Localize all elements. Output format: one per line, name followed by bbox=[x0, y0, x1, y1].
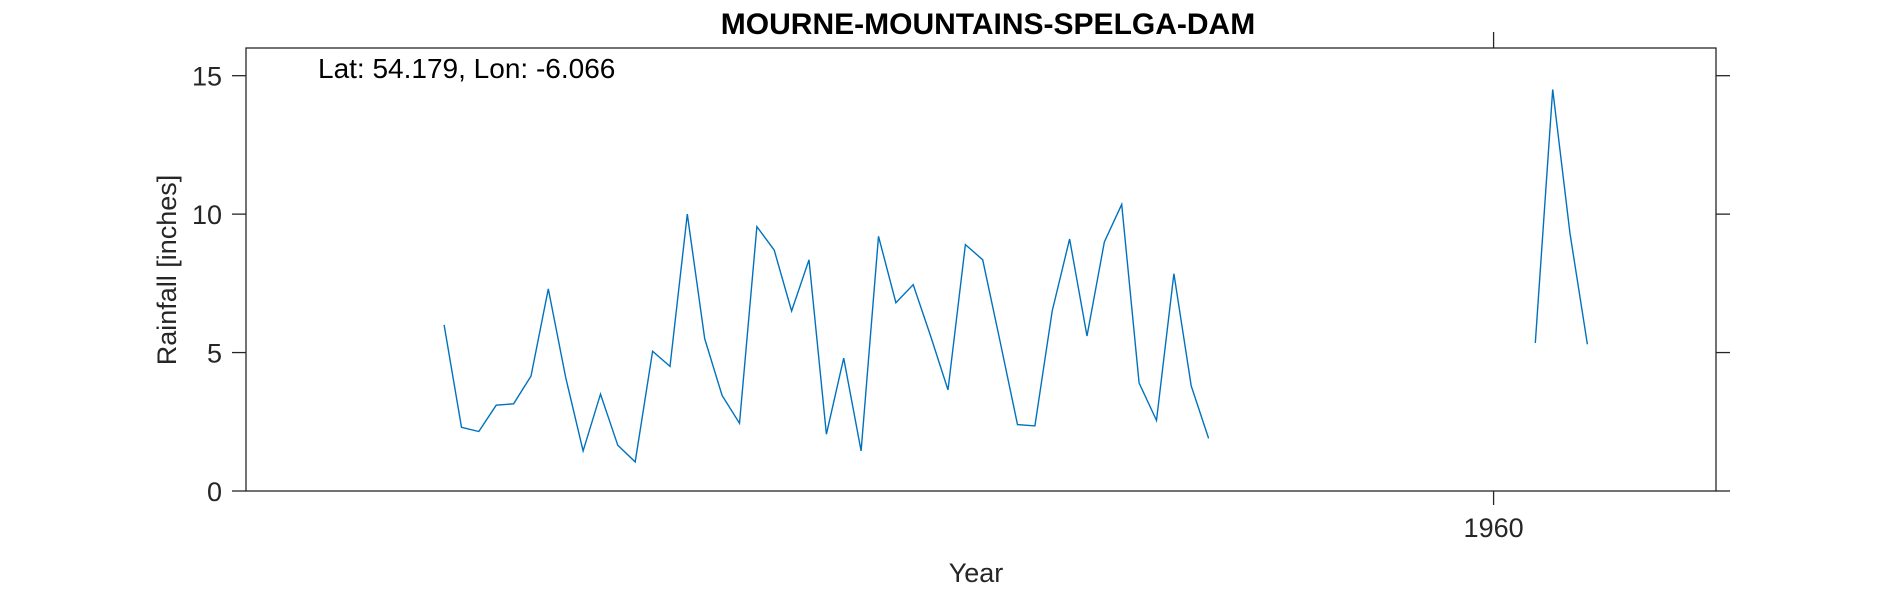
plot-box bbox=[245, 47, 1717, 492]
location-annotation: Lat: 54.179, Lon: -6.066 bbox=[318, 53, 615, 84]
x-axis-label: Year bbox=[949, 558, 1004, 588]
chart-title: MOURNE-MOUNTAINS-SPELGA-DAM bbox=[721, 8, 1255, 41]
y-axis-ticks: 0 5 10 15 bbox=[192, 62, 1730, 507]
series-line-segment-1 bbox=[443, 201, 1210, 464]
y-tick-label: 0 bbox=[207, 477, 222, 507]
series-line-segment-2 bbox=[1534, 89, 1589, 345]
x-tick-label: 1960 bbox=[1464, 513, 1524, 543]
y-tick-label: 5 bbox=[207, 339, 222, 369]
x-axis-ticks: 1960 bbox=[1464, 32, 1524, 543]
y-tick-label: 10 bbox=[192, 200, 222, 230]
rainfall-series bbox=[443, 89, 1589, 464]
y-tick-label: 15 bbox=[192, 62, 222, 92]
y-axis-label: Rainfall [inches] bbox=[152, 175, 182, 366]
